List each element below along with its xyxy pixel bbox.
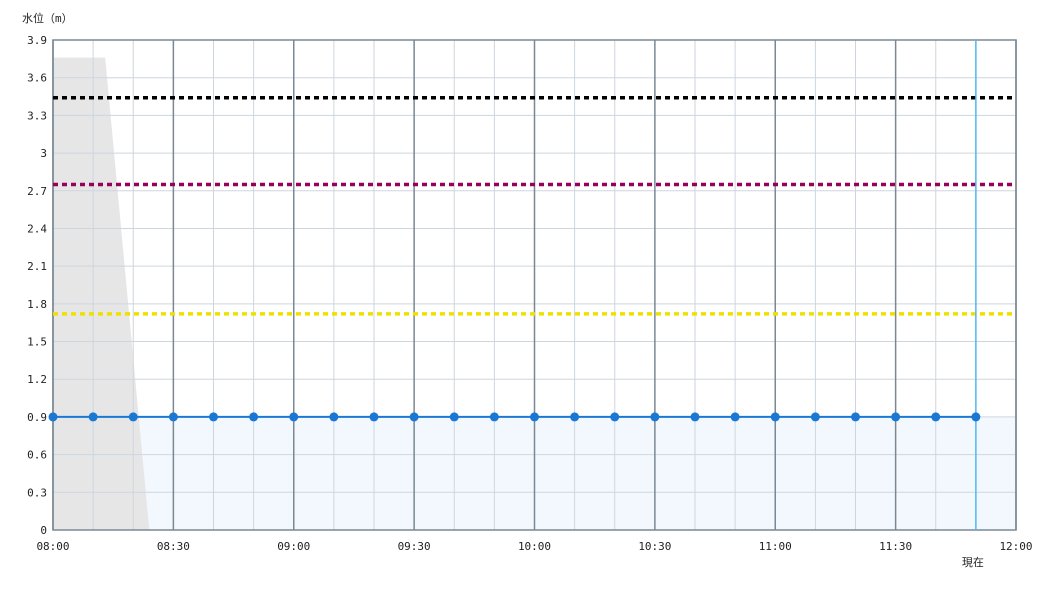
plot-border xyxy=(52,39,1017,531)
y-tick-label: 2.4 xyxy=(27,222,47,235)
y-tick-label: 1.5 xyxy=(27,336,47,349)
data-point xyxy=(289,412,299,422)
y-tick-label: 3.6 xyxy=(27,72,47,85)
y-tick-label: 2.1 xyxy=(27,260,47,273)
y-tick-label: 1.2 xyxy=(27,373,47,386)
y-tick-label: 3.3 xyxy=(27,109,47,122)
y-tick-label: 1.8 xyxy=(27,298,47,311)
x-tick-label: 10:00 xyxy=(518,540,551,553)
data-point xyxy=(409,412,419,422)
data-point xyxy=(88,412,98,422)
data-point xyxy=(449,412,459,422)
data-point xyxy=(690,412,700,422)
data-point xyxy=(610,412,620,422)
data-point xyxy=(209,412,218,422)
data-point xyxy=(48,412,58,422)
y-tick-label: 0.6 xyxy=(27,449,47,462)
data-point xyxy=(891,412,901,422)
x-tick-label: 11:00 xyxy=(759,540,792,553)
data-point xyxy=(369,412,379,422)
data-point xyxy=(329,412,339,422)
x-tick-label: 12:00 xyxy=(999,540,1032,553)
data-point xyxy=(810,412,820,422)
x-tick-label: 09:30 xyxy=(398,540,431,553)
y-tick-label: 2.7 xyxy=(27,185,47,198)
y-tick-label: 3 xyxy=(40,147,47,160)
x-tick-label: 08:00 xyxy=(36,540,69,553)
x-tick-label: 08:30 xyxy=(157,540,190,553)
plot-area: 0 0.3 0.6 0.9 1.2 1.5 1.8 2.1 2.4 2.7 3 3.3 3.6 3.9 08… xyxy=(27,34,1032,553)
y-axis-label: 水位（m） xyxy=(22,11,73,25)
data-point xyxy=(128,412,138,422)
now-label: 現在 xyxy=(962,556,984,569)
y-tick-label: 0.3 xyxy=(27,486,47,499)
data-point xyxy=(650,412,660,422)
y-tick-label: 3.9 xyxy=(27,34,47,47)
data-point xyxy=(570,412,580,422)
gray-area xyxy=(53,57,150,530)
data-point xyxy=(770,412,780,422)
y-tick-label: 0.9 xyxy=(27,411,47,424)
x-tick-label: 09:00 xyxy=(277,540,310,553)
data-point xyxy=(489,412,499,422)
data-point xyxy=(931,412,941,422)
data-point xyxy=(168,412,178,422)
x-tick-label: 10:30 xyxy=(638,540,671,553)
data-point xyxy=(730,412,740,422)
data-point xyxy=(971,412,981,422)
x-tick-label: 11:30 xyxy=(879,540,912,553)
data-point xyxy=(249,412,259,422)
data-point xyxy=(530,412,539,422)
y-tick-label: 0 xyxy=(40,524,47,537)
data-point xyxy=(851,412,860,422)
